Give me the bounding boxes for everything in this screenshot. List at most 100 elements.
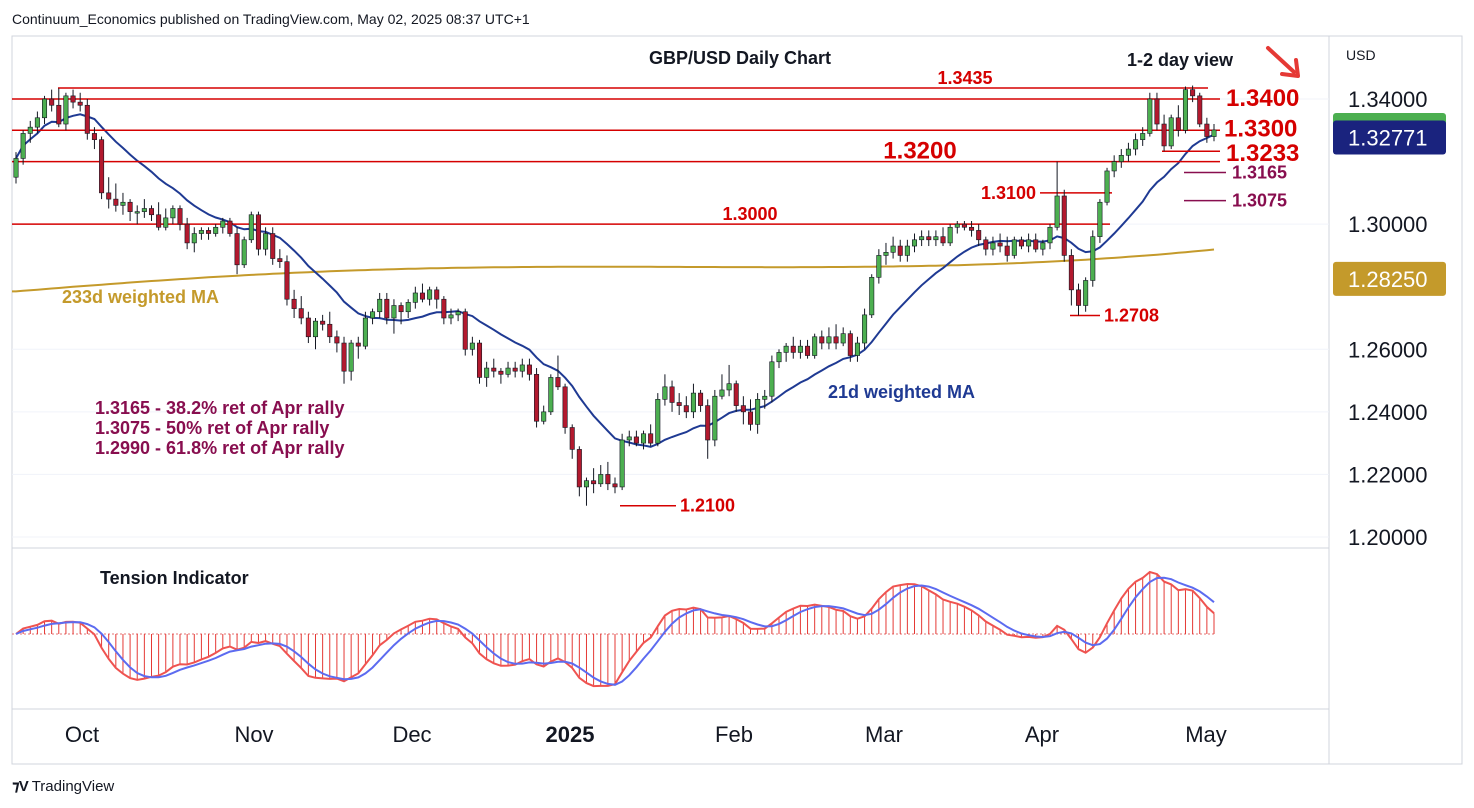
candle (626, 430, 632, 447)
candle (384, 292, 390, 325)
candle-body (120, 201, 126, 206)
candle-body (1040, 242, 1046, 250)
level-label-1-3000: 1.3000 (722, 204, 777, 224)
candle (1061, 189, 1067, 262)
candle (70, 89, 76, 109)
candle-body (790, 345, 796, 353)
ma21-label: 21d weighted MA (828, 382, 975, 402)
ma21-line (15, 113, 1215, 448)
candle (1111, 155, 1117, 178)
candle (191, 227, 197, 253)
candle-body (897, 245, 903, 256)
candle-body (712, 395, 718, 441)
candle-body (890, 245, 896, 253)
candle-body (505, 367, 511, 375)
candle-body (1083, 280, 1089, 306)
candle (405, 299, 411, 318)
candle-body (462, 311, 468, 350)
tension-indicator-title: Tension Indicator (100, 568, 249, 588)
arrow-down-right-icon (1266, 46, 1300, 78)
candle-body (733, 383, 739, 406)
candle-body (519, 364, 525, 372)
candle (1011, 236, 1017, 259)
candle-body (940, 236, 946, 244)
candle-body (1182, 89, 1188, 131)
candle (683, 396, 689, 419)
candle-body (719, 389, 725, 397)
candle (655, 393, 661, 447)
candle (484, 361, 490, 387)
candle (990, 236, 996, 256)
footer-brand[interactable]: ⁊V TradingView (12, 777, 114, 796)
candle (940, 227, 946, 247)
candle (348, 339, 354, 381)
candle (740, 396, 746, 425)
candle-body (1168, 117, 1174, 147)
publisher-line: Continuum_Economics published on Trading… (12, 11, 530, 27)
ma233-line (12, 248, 1215, 293)
candle (1211, 124, 1217, 142)
price-badge (1333, 261, 1446, 296)
candle-body (997, 242, 1003, 247)
candle (612, 477, 618, 494)
candle (1118, 149, 1124, 168)
candle (198, 227, 204, 240)
candle (969, 221, 975, 237)
candle-body (641, 433, 647, 444)
candle-body (605, 474, 611, 485)
candle-body (405, 302, 411, 313)
candle-body (769, 361, 775, 397)
level-label-1-3300: 1.3300 (1224, 115, 1297, 142)
candle-body (213, 226, 219, 234)
candle (1040, 239, 1046, 256)
candle-body (705, 405, 711, 441)
candle (883, 242, 889, 265)
candle-body (70, 95, 76, 103)
candle-body (255, 214, 261, 250)
candle-body (805, 345, 811, 356)
candle (762, 389, 768, 409)
candle-body (106, 192, 112, 200)
candle-body (1133, 139, 1139, 150)
candle (648, 424, 654, 447)
candle-body (876, 255, 882, 278)
candle-body (99, 139, 105, 194)
candle-body (305, 317, 311, 338)
candle-body (77, 101, 83, 106)
candle (1197, 92, 1203, 128)
candle (56, 88, 62, 128)
chart-subtitle: 1-2 day view (1127, 50, 1234, 70)
candle-body (1068, 255, 1074, 291)
candle (391, 299, 397, 334)
candle (1182, 86, 1188, 134)
candle (662, 374, 668, 406)
candle-body (141, 208, 147, 212)
candle (633, 430, 639, 447)
candle-body (740, 405, 746, 413)
candle-body (348, 342, 354, 372)
candle (669, 380, 675, 412)
candle-body (370, 311, 376, 319)
candle (548, 374, 554, 415)
candle (876, 249, 882, 284)
currency-label: USD (1346, 47, 1376, 63)
candle (1168, 114, 1174, 150)
candle-body (854, 342, 860, 356)
candle (13, 152, 19, 184)
candle-body (434, 289, 440, 300)
tension-signal-line (15, 576, 1215, 686)
candle-body (683, 405, 689, 413)
candle-body (34, 117, 40, 128)
candle (505, 361, 511, 378)
candle (676, 393, 682, 415)
time-tick-label: 2025 (546, 722, 595, 747)
candle-body (320, 320, 326, 325)
candle (1083, 277, 1089, 312)
candle (398, 302, 404, 325)
candle (291, 289, 297, 318)
candle (1026, 233, 1032, 253)
candle-body (412, 292, 418, 303)
candle-body (56, 104, 62, 125)
candle (790, 336, 796, 359)
